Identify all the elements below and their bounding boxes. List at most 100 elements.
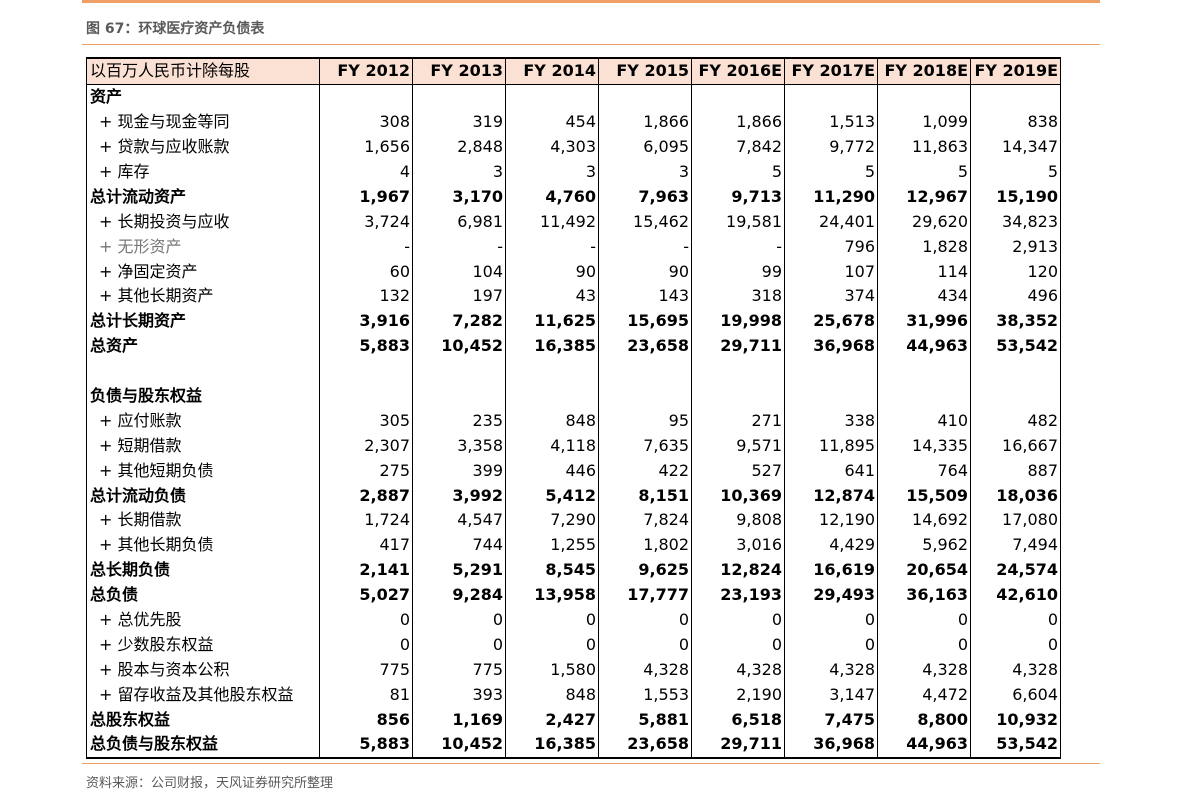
row-label: 总负债 <box>86 582 320 608</box>
table-cell <box>784 383 878 409</box>
table-cell: 5,412 <box>505 483 599 509</box>
table-cell: 4,118 <box>505 433 599 459</box>
table-cell: 4,303 <box>505 134 599 160</box>
row-label: + 少数股东权益 <box>86 632 320 658</box>
table-cell: 5 <box>784 159 878 185</box>
table-cell: 10,452 <box>412 333 506 359</box>
row-label: + 应付账款 <box>86 408 320 434</box>
table-cell: 29,711 <box>691 333 785 359</box>
table-cell <box>691 358 785 384</box>
table-cell <box>970 358 1061 384</box>
table-row: + 其他长期资产 132 197 43 143 318 374 434 496 <box>86 284 1061 309</box>
table-cell: 90 <box>505 259 599 285</box>
table-cell: 0 <box>784 632 878 658</box>
table-cell: 43 <box>505 284 599 309</box>
table-cell: 3 <box>505 159 599 185</box>
table-cell: 5 <box>970 159 1061 185</box>
table-cell: 95 <box>598 408 692 434</box>
table-cell: 9,571 <box>691 433 785 459</box>
table-cell: 1,967 <box>319 184 413 210</box>
table-cell: 0 <box>784 607 878 633</box>
table-cell: 104 <box>412 259 506 285</box>
row-label: + 总优先股 <box>86 607 320 633</box>
table-cell: 3,916 <box>319 308 413 334</box>
table-cell: 7,842 <box>691 134 785 160</box>
table-cell: 36,968 <box>784 732 878 759</box>
table-cell: - <box>319 234 413 260</box>
table-cell: 1,656 <box>319 134 413 160</box>
table-cell: 44,963 <box>877 732 971 759</box>
table-cell: 1,513 <box>784 109 878 135</box>
table-cell: 838 <box>970 109 1061 135</box>
table-row: + 库存 4 3 3 3 5 5 5 5 <box>86 159 1061 185</box>
row-label: 总计流动资产 <box>86 184 320 210</box>
table-cell: 0 <box>505 607 599 633</box>
table-cell: 23,658 <box>598 333 692 359</box>
table-row: + 应付账款 305 235 848 95 271 338 410 482 <box>86 408 1061 434</box>
table-cell: 0 <box>598 607 692 633</box>
table-cell: 2,848 <box>412 134 506 160</box>
table-cell <box>319 383 413 409</box>
table-cell: 13,958 <box>505 582 599 608</box>
table-cell: - <box>691 234 785 260</box>
table-cell: 2,190 <box>691 682 785 708</box>
table-cell: 16,667 <box>970 433 1061 459</box>
table-cell: 8,151 <box>598 483 692 509</box>
column-header: FY 2019E <box>970 56 1061 85</box>
table-cell: 422 <box>598 458 692 484</box>
row-label: 总计长期资产 <box>86 308 320 334</box>
table-cell: 14,347 <box>970 134 1061 160</box>
table-cell <box>970 383 1061 409</box>
table-cell: 36,968 <box>784 333 878 359</box>
table-cell: 16,385 <box>505 732 599 759</box>
table-cell: 14,335 <box>877 433 971 459</box>
table-row: + 净固定资产 60 104 90 90 99 107 114 120 <box>86 259 1061 285</box>
table-cell: 19,998 <box>691 308 785 334</box>
table-cell: 53,542 <box>970 333 1061 359</box>
table-cell: 5,291 <box>412 557 506 583</box>
table-cell: 7,494 <box>970 532 1061 558</box>
table-cell: 34,823 <box>970 209 1061 235</box>
table-cell: 5,883 <box>319 333 413 359</box>
table-cell: 496 <box>970 284 1061 309</box>
column-header: FY 2014 <box>505 56 599 85</box>
table-cell: 0 <box>412 632 506 658</box>
table-cell: 5,881 <box>598 707 692 733</box>
table-cell: 11,895 <box>784 433 878 459</box>
table-cell: 7,282 <box>412 308 506 334</box>
table-cell: 16,619 <box>784 557 878 583</box>
table-row: 负债与股东权益 <box>86 383 1061 409</box>
table-cell <box>319 358 413 384</box>
row-label: + 其他长期资产 <box>86 284 320 309</box>
column-header: FY 2017E <box>784 56 878 85</box>
source-note: 资料来源：公司财报，天风证券研究所整理 <box>86 776 334 791</box>
table-cell: 1,169 <box>412 707 506 733</box>
table-row: 总长期负债 2,141 5,291 8,545 9,625 12,824 16,619 20,… <box>86 557 1061 583</box>
table-cell: 3,358 <box>412 433 506 459</box>
table-cell: - <box>598 234 692 260</box>
table-cell: 24,574 <box>970 557 1061 583</box>
table-cell: 3 <box>412 159 506 185</box>
row-label <box>86 358 320 384</box>
table-cell: 12,824 <box>691 557 785 583</box>
table-cell: 1,802 <box>598 532 692 558</box>
table-row: 总计长期资产 3,916 7,282 11,625 15,695 19,998 25,678… <box>86 308 1061 334</box>
table-cell: 29,493 <box>784 582 878 608</box>
table-row: + 留存收益及其他股东权益 81 393 848 1,553 2,190 3,147 4,47… <box>86 682 1061 708</box>
table-cell: 7,963 <box>598 184 692 210</box>
row-label: + 长期借款 <box>86 508 320 533</box>
figure-title: 图 67：环球医疗资产负债表 <box>86 21 265 37</box>
table-cell: 23,658 <box>598 732 692 759</box>
row-label: 总股东权益 <box>86 707 320 733</box>
row-label: 总负债与股东权益 <box>86 732 320 759</box>
table-cell <box>691 84 785 110</box>
table-cell: 12,874 <box>784 483 878 509</box>
table-cell: 4,472 <box>877 682 971 708</box>
table-cell: 5,027 <box>319 582 413 608</box>
table-cell: 2,307 <box>319 433 413 459</box>
table-cell: 11,863 <box>877 134 971 160</box>
table-cell: 3,016 <box>691 532 785 558</box>
table-cell <box>598 358 692 384</box>
table-cell: 856 <box>319 707 413 733</box>
table-cell: 4 <box>319 159 413 185</box>
